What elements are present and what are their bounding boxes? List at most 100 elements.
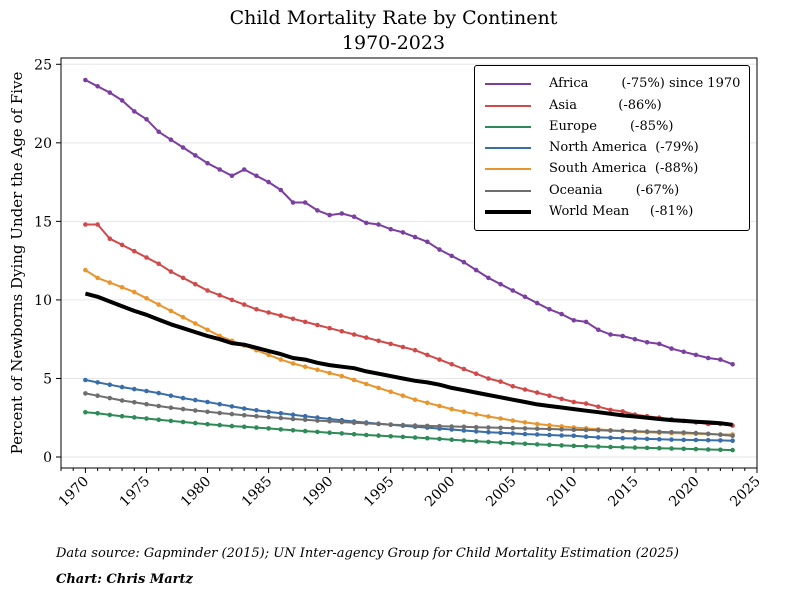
data-point-south-america [205,327,210,333]
data-point-africa [669,346,674,351]
data-point-africa [571,318,577,323]
data-point-north-america [718,438,723,443]
data-point-africa [241,167,247,172]
data-point-oceania [351,420,357,426]
data-point-africa [156,129,161,135]
data-point-asia [559,396,564,402]
data-point-oceania [620,428,625,434]
data-point-north-america [705,437,711,443]
data-point-africa [730,362,735,367]
data-point-asia [437,357,442,362]
data-point-asia [364,335,369,340]
data-point-north-america [632,436,638,441]
data-point-africa [681,349,686,355]
data-point-africa [547,307,552,312]
data-point-oceania [657,429,662,435]
data-point-europe [632,445,638,450]
data-point-asia [144,255,149,260]
data-point-south-america [412,397,418,403]
data-point-europe [132,415,137,420]
x-tick-label: 2020 [666,474,703,511]
data-point-asia [241,302,247,307]
data-point-africa [339,211,345,216]
data-point-europe [205,421,210,427]
data-point-oceania [425,423,430,429]
data-point-europe [351,431,357,437]
data-point-asia [217,292,222,298]
data-point-south-america [83,267,88,273]
x-tick-label: 2025 [727,474,764,511]
data-point-oceania [437,423,442,429]
data-point-south-america [266,352,271,358]
data-point-asia [388,341,394,347]
legend-label-oceania: Oceania (-67%) [549,183,680,198]
data-point-asia [254,307,259,312]
data-point-south-america [449,406,455,412]
data-point-south-america [168,308,174,314]
data-point-oceania [241,412,247,418]
data-point-south-america [144,296,149,301]
data-point-africa [473,267,479,273]
data-point-africa [254,173,259,179]
data-point-africa [83,77,88,83]
data-point-north-america [180,395,186,401]
data-point-oceania [168,405,174,411]
x-tick-label: 1975 [117,474,154,511]
data-point-asia [229,297,235,303]
data-point-asia [83,222,88,227]
legend-swatch-africa [485,83,531,85]
data-point-europe [730,447,735,453]
data-point-africa [522,294,528,300]
data-point-europe [290,428,296,433]
data-point-europe [302,428,308,434]
data-point-asia [193,281,198,287]
data-point-oceania [95,393,100,399]
data-point-africa [608,332,613,337]
data-point-south-america [180,314,186,320]
data-point-africa [351,214,357,219]
data-point-africa [302,200,308,205]
data-point-asia [315,322,320,328]
legend-swatch-oceania [485,190,531,192]
data-point-oceania [400,422,406,428]
data-point-africa [278,187,284,193]
data-point-europe [315,429,320,435]
data-point-europe [547,442,552,448]
data-point-north-america [156,390,161,396]
data-point-asia [571,399,577,405]
data-point-asia [608,407,613,413]
y-tick-label: 10 [34,293,52,309]
data-point-north-america [510,431,516,436]
data-point-north-america [657,437,662,442]
data-point-africa [217,167,222,172]
data-point-oceania [534,426,540,432]
data-point-asia [156,261,161,267]
legend-label-asia: Asia (-86%) [549,98,662,113]
data-point-oceania [327,419,332,424]
legend-item-world-mean: World Mean (-81%) [485,202,747,222]
data-point-europe [144,416,149,421]
data-point-africa [559,311,564,317]
legend-swatch-europe [485,126,531,128]
data-point-europe [241,424,247,430]
data-point-south-america [376,385,381,391]
data-point-south-america [315,367,320,373]
data-point-africa [657,341,662,347]
chart-credit: Chart: Chris Martz [56,572,193,587]
x-tick-label: 2005 [483,474,520,511]
data-point-europe [620,445,625,450]
data-point-south-america [327,370,332,376]
data-point-asia [266,310,271,315]
data-point-africa [718,357,723,362]
data-point-oceania [376,421,381,427]
legend-label-africa: Africa (-75%) since 1970 [549,76,741,91]
legend-swatch-north-america [485,147,531,149]
data-point-oceania [510,425,516,431]
data-point-oceania [278,415,284,421]
data-point-north-america [486,429,491,435]
data-point-north-america [583,434,589,440]
data-point-oceania [83,391,88,396]
data-point-oceania [559,427,564,432]
data-point-europe [254,425,259,430]
data-point-oceania [583,427,589,433]
